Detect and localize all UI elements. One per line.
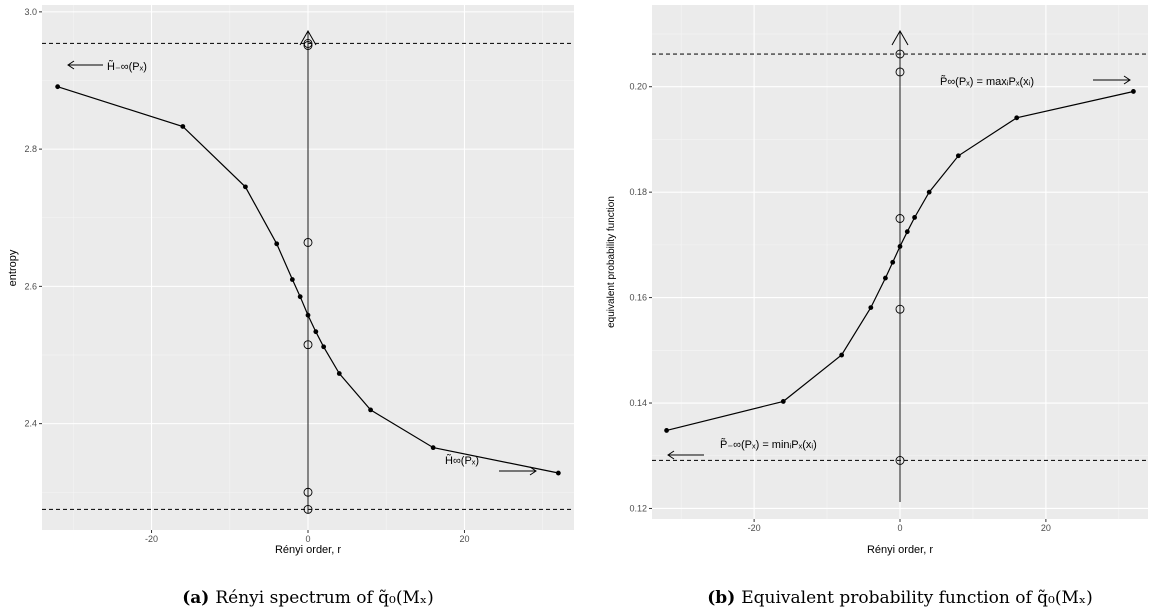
x-tick-label: 20 bbox=[1041, 523, 1051, 533]
left-arrow-icon bbox=[67, 60, 103, 70]
open-point bbox=[303, 238, 313, 247]
arrow-up-icon bbox=[891, 29, 909, 46]
annotation-h-neg-inf: H̃₋∞(Pₓ) bbox=[107, 60, 147, 73]
x-tick-label: -20 bbox=[748, 523, 761, 533]
data-point bbox=[1014, 115, 1020, 121]
y-tick-label: 0.20 bbox=[629, 82, 647, 92]
caption-b-label: (b) bbox=[707, 588, 735, 608]
y-tick-label: 0.14 bbox=[629, 398, 647, 408]
y-tick-label: 0.16 bbox=[629, 293, 647, 303]
data-point bbox=[883, 275, 888, 281]
data-point bbox=[313, 329, 319, 335]
data-point bbox=[289, 277, 295, 282]
x-tick-label: 20 bbox=[459, 534, 469, 544]
data-point bbox=[1131, 89, 1136, 94]
data-point bbox=[868, 305, 874, 311]
arrow-up-icon bbox=[299, 29, 317, 46]
annotation-p-neg-inf: P̃₋∞(Pₓ) = minᵢPₓ(xᵢ) bbox=[720, 438, 817, 451]
panel-a-vertical-arrow-axis bbox=[299, 29, 317, 513]
open-point bbox=[895, 214, 905, 223]
panel-b-vertical-arrow-axis bbox=[891, 29, 909, 502]
data-point bbox=[180, 124, 186, 129]
data-point bbox=[321, 344, 327, 350]
panel-a-ticks: -20 0 20 2.4 2.6 2.8 3.0 bbox=[24, 7, 469, 544]
annotation-h-inf: H̃∞(Pₓ) bbox=[445, 454, 479, 467]
data-point bbox=[890, 259, 896, 265]
caption-a-label: (a) bbox=[182, 588, 209, 608]
panel-a-annotations: H̃₋∞(Pₓ) H̃∞(Pₓ) bbox=[67, 60, 537, 476]
right-arrow-icon bbox=[499, 466, 537, 476]
data-point bbox=[926, 189, 932, 195]
right-arrow-icon bbox=[1093, 75, 1131, 85]
panel-a-y-axis-title: entropy bbox=[7, 249, 19, 286]
data-point bbox=[297, 294, 303, 300]
data-point bbox=[904, 229, 910, 235]
caption-a: (a) Rényi spectrum of q̃₀(Mₓ) bbox=[182, 588, 434, 608]
open-point bbox=[895, 67, 905, 77]
panel-b-series bbox=[664, 49, 1136, 465]
data-point bbox=[839, 352, 845, 358]
open-point bbox=[895, 49, 905, 59]
data-point bbox=[430, 445, 436, 451]
y-tick-label: 2.4 bbox=[24, 419, 37, 429]
open-point bbox=[303, 38, 313, 48]
caption-b: (b) Equivalent probability function of q̃… bbox=[707, 588, 1092, 608]
data-point bbox=[912, 215, 917, 220]
data-point bbox=[955, 153, 961, 159]
x-tick-label: -20 bbox=[145, 534, 158, 544]
annotation-p-inf: P̃∞(Pₓ) = maxᵢPₓ(xᵢ) bbox=[940, 75, 1034, 88]
panel-a-series bbox=[55, 38, 561, 514]
data-point bbox=[664, 428, 669, 433]
data-point bbox=[336, 371, 342, 376]
open-point bbox=[303, 504, 313, 514]
x-tick-label: 0 bbox=[305, 534, 310, 544]
data-point bbox=[274, 241, 280, 247]
data-point bbox=[555, 470, 561, 476]
open-point bbox=[303, 41, 313, 50]
open-point bbox=[303, 340, 313, 350]
left-arrow-icon bbox=[667, 450, 704, 460]
open-point bbox=[303, 487, 313, 497]
data-point bbox=[368, 407, 373, 413]
y-tick-label: 0.18 bbox=[629, 187, 647, 197]
panel-b-annotations: P̃∞(Pₓ) = maxᵢPₓ(xᵢ) P̃₋∞(Pₓ) = minᵢPₓ(x… bbox=[667, 75, 1131, 460]
data-point bbox=[55, 84, 61, 90]
data-point bbox=[897, 244, 903, 249]
panel-b-y-axis-title: equivalent probability function bbox=[606, 196, 617, 328]
caption-a-text: Rényi spectrum of q̃₀(Mₓ) bbox=[215, 588, 433, 608]
panel-b-x-axis-title: Rényi order, r bbox=[867, 544, 933, 556]
y-tick-label: 2.8 bbox=[24, 144, 37, 154]
data-point bbox=[243, 184, 248, 190]
caption-b-text: Equivalent probability function of q̃₀(M… bbox=[741, 588, 1092, 608]
x-tick-label: 0 bbox=[897, 523, 902, 533]
data-point bbox=[780, 399, 786, 404]
data-point bbox=[305, 312, 311, 318]
y-tick-label: 3.0 bbox=[24, 7, 37, 17]
y-tick-label: 2.6 bbox=[24, 281, 37, 291]
y-tick-label: 0.12 bbox=[629, 503, 647, 513]
panel-b-ticks: -20 0 20 0.12 0.14 0.16 0.18 0.20 bbox=[629, 82, 1050, 533]
open-point bbox=[895, 304, 905, 314]
panel-a-x-axis-title: Rényi order, r bbox=[275, 544, 341, 556]
panel-b-equivalent-probability: -20 0 20 0.12 0.14 0.16 0.18 0.20 P̃∞(Pₓ) = max… bbox=[606, 5, 1148, 608]
open-point bbox=[895, 456, 905, 465]
panel-a-renyi-spectrum: -20 0 20 2.4 2.6 2.8 3.0 H̃₋∞(Pₓ) H̃∞(Pₓ) Rény… bbox=[7, 5, 574, 608]
